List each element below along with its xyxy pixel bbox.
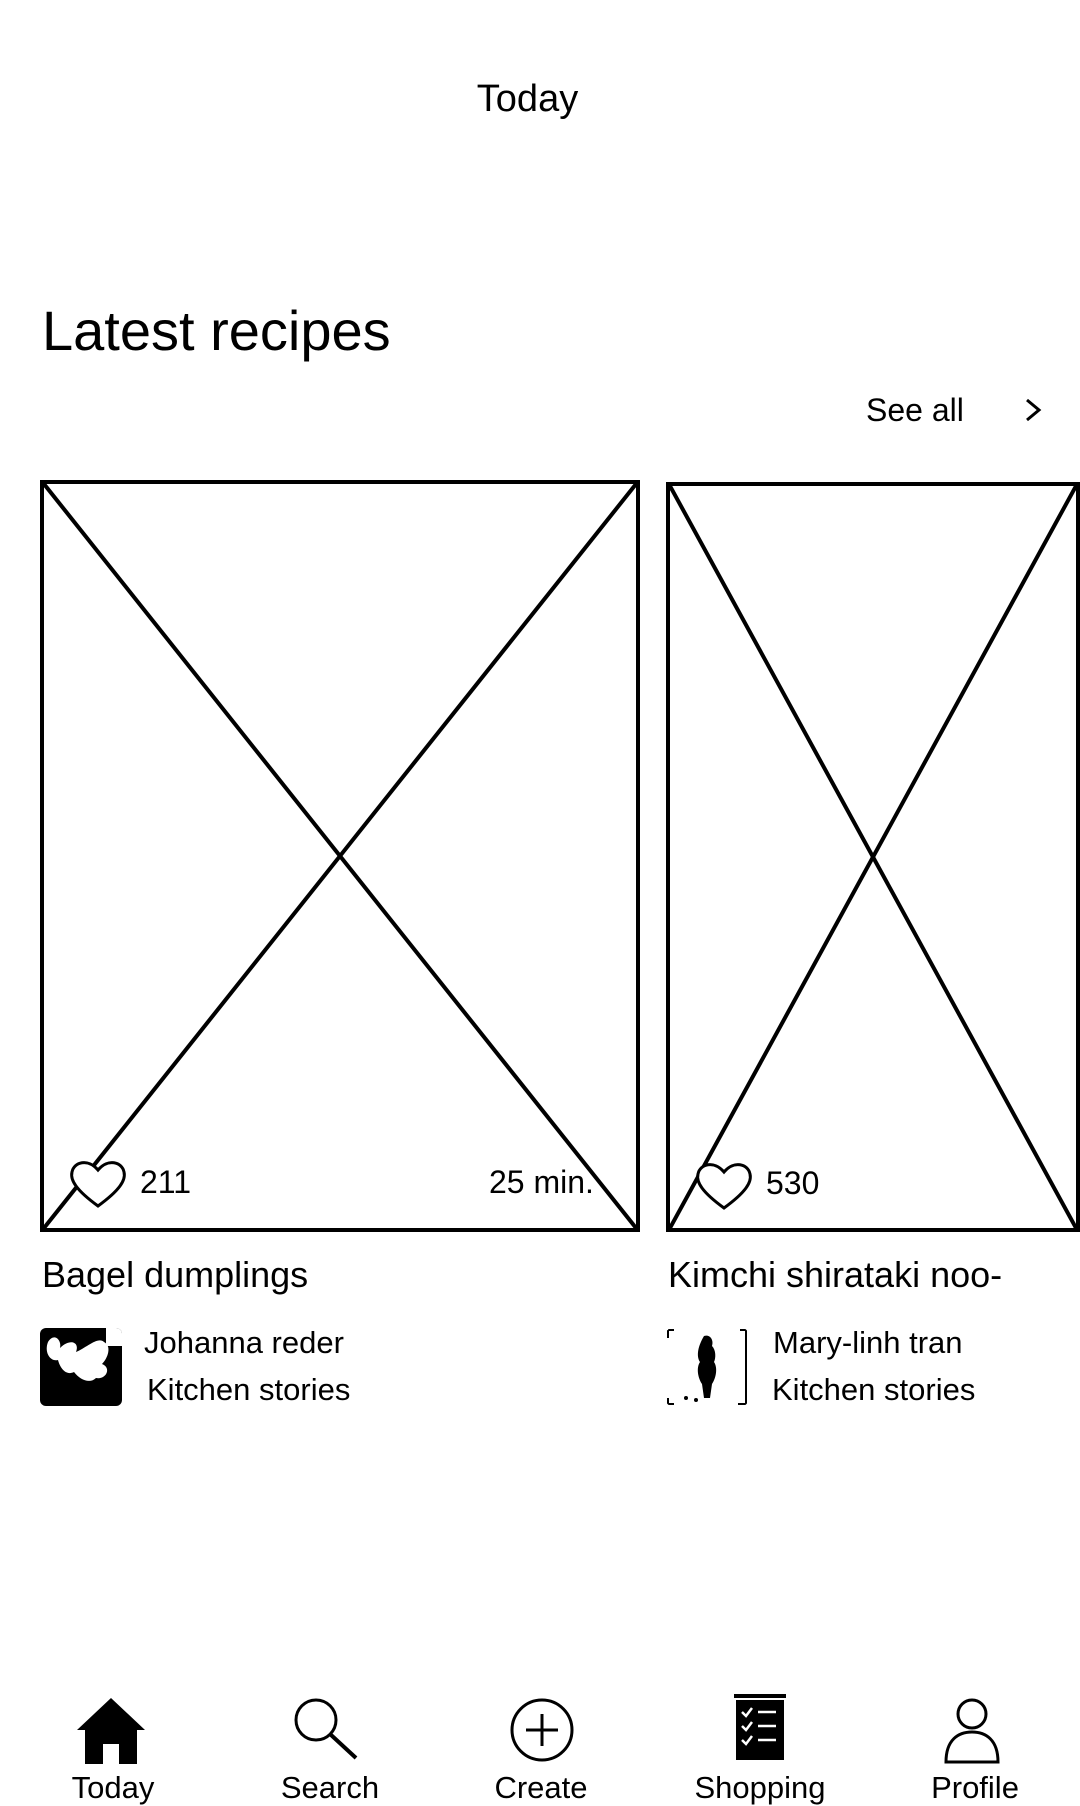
recipe-image-placeholder[interactable] <box>40 480 640 1232</box>
avatar[interactable] <box>666 1328 748 1406</box>
placeholder-cross <box>44 484 636 1228</box>
tab-label: Profile <box>931 1770 1019 1805</box>
cook-time: 25 min. <box>489 1164 594 1200</box>
tab-label: Today <box>71 1770 155 1805</box>
plus-circle-icon <box>510 1698 574 1762</box>
tab-label: Search <box>280 1770 380 1805</box>
page-title: Today <box>476 78 579 120</box>
heart-icon[interactable] <box>68 1158 128 1210</box>
recipe-title[interactable]: Kimchi shirataki noo- <box>668 1254 1003 1295</box>
home-icon <box>77 1698 145 1764</box>
heart-icon[interactable] <box>694 1160 754 1212</box>
section-title: Latest recipes <box>42 299 391 362</box>
author-name[interactable]: Johanna reder <box>144 1325 344 1360</box>
checklist-icon <box>734 1694 786 1760</box>
tab-label: Shopping <box>694 1770 826 1805</box>
author-source: Kitchen stories <box>147 1372 351 1407</box>
placeholder-cross <box>670 486 1076 1228</box>
likes-count: 530 <box>766 1165 820 1201</box>
recipe-image-placeholder[interactable] <box>666 482 1080 1232</box>
person-icon <box>944 1698 1000 1764</box>
tab-create[interactable]: Create <box>486 1690 606 1805</box>
tab-profile[interactable]: Profile <box>920 1690 1040 1805</box>
tab-search[interactable]: Search <box>270 1690 390 1805</box>
chevron-right-icon[interactable] <box>1022 398 1044 422</box>
author-name[interactable]: Mary-linh tran <box>773 1325 963 1360</box>
recipe-title[interactable]: Bagel dumplings <box>42 1254 309 1295</box>
avatar[interactable] <box>40 1328 122 1406</box>
likes-count: 211 <box>140 1164 192 1200</box>
search-icon <box>294 1698 358 1760</box>
tab-shopping[interactable]: Shopping <box>690 1690 840 1805</box>
see-all-link[interactable]: See all <box>866 392 964 428</box>
author-source: Kitchen stories <box>772 1372 976 1407</box>
tab-today[interactable]: Today <box>60 1690 210 1805</box>
tab-label: Create <box>494 1770 588 1805</box>
